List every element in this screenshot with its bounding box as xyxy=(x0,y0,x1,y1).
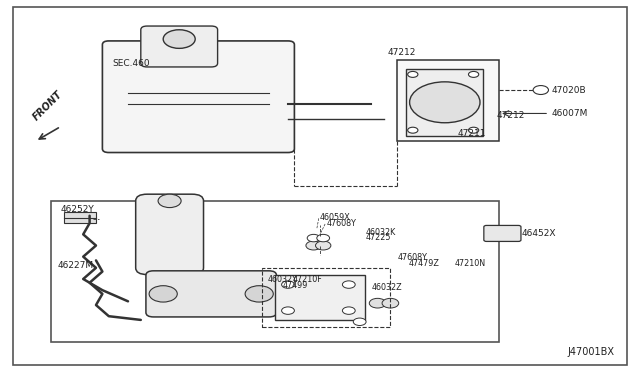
Text: 47020B: 47020B xyxy=(552,86,586,94)
Bar xyxy=(275,275,365,320)
Bar xyxy=(64,212,96,223)
Circle shape xyxy=(408,127,418,133)
FancyBboxPatch shape xyxy=(146,271,276,317)
Text: 47211: 47211 xyxy=(458,129,486,138)
Bar xyxy=(51,201,499,342)
Circle shape xyxy=(369,298,386,308)
Text: 47479Z: 47479Z xyxy=(408,259,439,268)
Text: 47212: 47212 xyxy=(497,111,525,120)
Bar xyxy=(262,268,390,327)
Circle shape xyxy=(149,286,177,302)
Circle shape xyxy=(307,234,320,242)
Text: 46059X: 46059X xyxy=(320,213,351,222)
Text: SEC.460: SEC.460 xyxy=(112,59,150,68)
FancyBboxPatch shape xyxy=(102,41,294,153)
Circle shape xyxy=(353,318,366,326)
Circle shape xyxy=(342,281,355,288)
Circle shape xyxy=(282,281,294,288)
Text: 46032Z: 46032Z xyxy=(371,283,402,292)
Circle shape xyxy=(306,241,321,250)
FancyBboxPatch shape xyxy=(141,26,218,67)
Circle shape xyxy=(282,307,294,314)
Circle shape xyxy=(245,286,273,302)
Circle shape xyxy=(468,127,479,133)
Circle shape xyxy=(316,241,331,250)
Text: 47499: 47499 xyxy=(283,281,308,290)
Text: 46032Y: 46032Y xyxy=(268,275,298,284)
Circle shape xyxy=(468,71,479,77)
Circle shape xyxy=(317,234,330,242)
Text: 46227M: 46227M xyxy=(58,262,93,270)
Circle shape xyxy=(408,71,418,77)
Circle shape xyxy=(410,82,480,123)
Bar xyxy=(406,69,483,136)
Circle shape xyxy=(533,86,548,94)
Text: FRONT: FRONT xyxy=(31,89,65,123)
Text: 47210N: 47210N xyxy=(454,259,486,268)
FancyBboxPatch shape xyxy=(484,225,521,241)
Text: 46452X: 46452X xyxy=(522,229,556,238)
Text: J47001BX: J47001BX xyxy=(568,347,614,357)
Circle shape xyxy=(163,30,195,48)
Circle shape xyxy=(158,194,181,208)
Text: 47608Y: 47608Y xyxy=(398,253,428,262)
Text: 47212: 47212 xyxy=(387,48,415,57)
Circle shape xyxy=(342,307,355,314)
FancyBboxPatch shape xyxy=(136,194,204,275)
Text: 46032K: 46032K xyxy=(366,228,396,237)
Text: 46007M: 46007M xyxy=(552,109,588,118)
Text: 46252Y: 46252Y xyxy=(61,205,95,214)
Circle shape xyxy=(382,298,399,308)
Text: 47225: 47225 xyxy=(366,233,392,242)
Text: 47608Y: 47608Y xyxy=(326,219,356,228)
Text: 47210F: 47210F xyxy=(293,275,323,284)
Bar xyxy=(397,60,499,141)
